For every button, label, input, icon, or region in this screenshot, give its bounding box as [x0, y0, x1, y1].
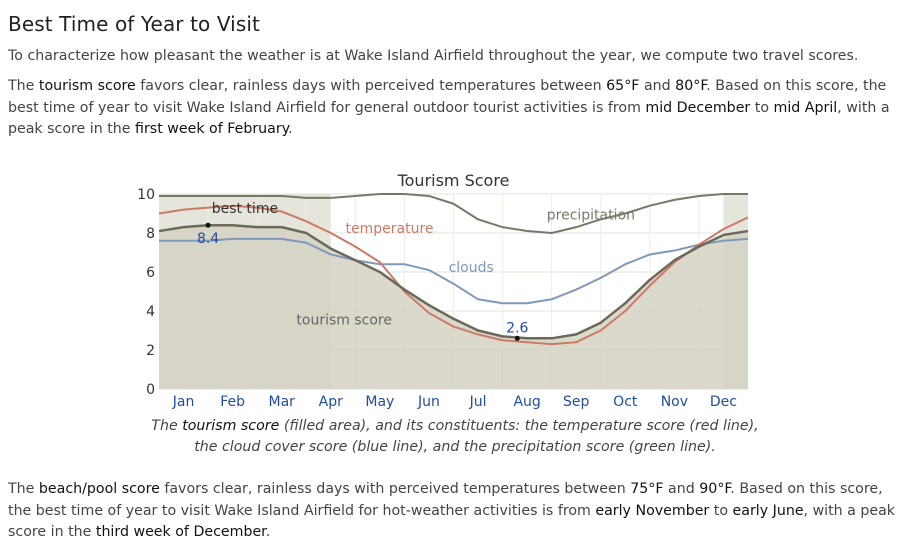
chart-title: Tourism Score	[397, 171, 510, 190]
x-tick-label: Oct	[613, 394, 638, 410]
x-tick-label: Feb	[220, 394, 245, 410]
text-run: .	[265, 524, 271, 540]
best-end: early June	[732, 502, 804, 519]
caption-term: tourism score	[182, 418, 280, 434]
beach-score-term: beach/pool score	[38, 481, 160, 497]
tourism-score-chart: best time temperature clouds precipitation t…	[137, 187, 749, 410]
text-run: . Based on this score, the best time of …	[8, 481, 883, 519]
page-title: Best Time of Year to Visit	[8, 12, 260, 36]
text-run: The	[8, 481, 39, 497]
series-label: precipitation	[547, 207, 635, 223]
x-tick-label: Jan	[172, 394, 195, 410]
text-run: , with a peak score in the	[8, 99, 890, 138]
best-start: early November	[595, 502, 710, 519]
peak-value-label: 8.4	[197, 231, 219, 247]
text-run: favors clear, rainless days with perceiv…	[159, 481, 631, 497]
temperature-line	[158, 204, 749, 346]
temp-low: 65°F	[606, 78, 640, 94]
text-run: .	[288, 121, 293, 137]
tourism-score-term: tourism score	[38, 78, 136, 94]
text-run: and	[663, 481, 700, 497]
text-run: and	[639, 78, 676, 94]
peak-marker	[205, 222, 211, 228]
y-tick-label: 8	[146, 226, 155, 242]
temp-high: 80°F	[675, 78, 707, 94]
best-start: mid December	[645, 99, 751, 116]
temp-low: 75°F	[630, 481, 664, 497]
caption-text: The	[151, 418, 183, 434]
x-tick-label: Nov	[661, 394, 688, 410]
trough-value-label: 2.6	[506, 320, 528, 336]
x-tick-label: Dec	[710, 394, 737, 410]
caption-text: (filled area), and its constituents: the…	[194, 418, 759, 455]
best-end: mid April	[773, 99, 838, 116]
y-tick-label: 2	[146, 343, 155, 359]
text-run: to	[750, 99, 774, 116]
y-tick-label: 6	[146, 265, 155, 281]
x-tick-label: Sep	[563, 394, 590, 410]
chart-caption: The tourism score (filled area), and its…	[140, 416, 770, 458]
peak-period: first week of February	[135, 121, 289, 137]
clouds-line	[159, 237, 749, 305]
text-run: favors clear, rainless days with perceiv…	[135, 78, 607, 94]
text-run: . Based on this score, the best time of …	[8, 78, 887, 116]
best-time-label: best time	[212, 201, 278, 217]
x-tick-label: May	[365, 394, 394, 410]
trough-marker	[514, 335, 520, 341]
x-tick-label: Jul	[469, 394, 487, 410]
tourism-paragraph: The tourism score favors clear, rainless…	[8, 76, 898, 141]
y-tick-label: 4	[146, 304, 155, 320]
text-run: to	[709, 502, 733, 519]
beach-paragraph: The beach/pool score favors clear, rainl…	[8, 479, 898, 544]
tourism-score-area	[159, 225, 748, 389]
precipitation-line	[159, 193, 748, 234]
x-tick-label: Jun	[417, 394, 440, 410]
x-tick-label: Apr	[319, 394, 343, 410]
series-label: temperature	[346, 221, 434, 237]
series-label: clouds	[449, 260, 494, 276]
x-tick-label: Aug	[513, 394, 540, 410]
temp-high: 90°F	[699, 481, 731, 497]
x-tick-label: Mar	[268, 394, 295, 410]
intro-paragraph: To characterize how pleasant the weather…	[8, 48, 859, 64]
text-run: , with a peak score in the	[8, 502, 896, 541]
tourism-score-line	[158, 223, 749, 340]
series-label: tourism score	[296, 313, 392, 329]
peak-period: third week of December	[95, 524, 266, 540]
text-run: The	[8, 78, 39, 94]
y-tick-label: 10	[137, 187, 155, 203]
y-tick-label: 0	[146, 382, 155, 398]
